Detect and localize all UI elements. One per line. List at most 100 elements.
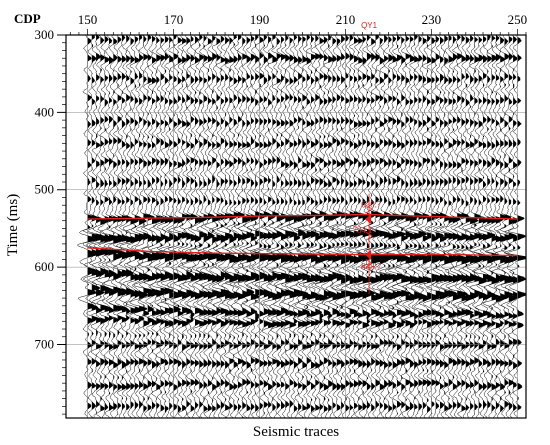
trace-fill [302, 35, 311, 418]
trace-wiggle [119, 35, 140, 418]
trace-wiggle [465, 35, 485, 418]
trace-wiggle [177, 35, 197, 418]
trace-wiggle [401, 35, 420, 418]
trace-wiggle [129, 35, 149, 418]
trace-fill [225, 35, 236, 418]
trace-wiggle [469, 35, 489, 418]
well-marker: QY1 630.7 734.1 848.7 [353, 21, 382, 295]
well-arrow [365, 214, 372, 225]
trace-wiggle [103, 35, 124, 418]
trace-wiggle [361, 35, 382, 418]
trace-wiggle [317, 35, 339, 418]
trace-fill [143, 35, 154, 418]
trace-wiggle [133, 35, 154, 418]
trace-fill [229, 35, 239, 418]
trace-fill [444, 35, 454, 418]
trace-wiggle [241, 35, 262, 418]
trace-fill [281, 35, 292, 418]
trace-fill [401, 35, 411, 418]
trace-wiggle [252, 35, 275, 418]
trace-wiggle [112, 35, 132, 418]
trace-wiggle [336, 35, 356, 418]
trace-wiggle [156, 35, 175, 418]
y-tick-label: 500 [35, 182, 55, 197]
trace-wiggle [194, 35, 214, 418]
horizon-line [87, 213, 518, 220]
trace-wiggle [271, 35, 292, 418]
trace-wiggle [197, 35, 219, 418]
y-tick-label: 300 [35, 27, 55, 42]
trace-wiggle [440, 35, 458, 418]
trace-fill [242, 35, 252, 418]
trace-wiggle [374, 35, 395, 418]
trace-wiggle [407, 35, 430, 418]
trace-fill [203, 35, 214, 418]
trace-wiggle [302, 35, 321, 418]
trace-wiggle [435, 35, 454, 418]
trace-wiggle [341, 35, 360, 418]
x-tick-label: 230 [422, 12, 442, 27]
trace-fill [216, 35, 227, 418]
trace-wiggle [431, 35, 450, 418]
trace-fill [336, 35, 347, 418]
trace-fill [470, 35, 481, 418]
trace-fill [414, 35, 426, 418]
trace-fill [504, 35, 516, 418]
trace-wiggle [77, 35, 98, 418]
trace-wiggle [482, 35, 502, 418]
trace-fill [199, 35, 210, 418]
trace-wiggle [494, 35, 516, 418]
y-tick-label: 600 [35, 259, 55, 274]
trace-fill [139, 35, 148, 418]
trace-fill [358, 35, 369, 418]
trace-wiggle [233, 35, 252, 418]
trace-wiggle [284, 35, 304, 418]
trace-fill [207, 35, 219, 418]
trace-fill [87, 35, 98, 418]
trace-fill [431, 35, 441, 418]
trace-wiggle [442, 35, 465, 418]
trace-wiggle [490, 35, 510, 418]
trace-fill [435, 35, 446, 418]
trace-wiggle [263, 35, 282, 418]
trace-wiggle [108, 35, 128, 418]
trace-wiggle [461, 35, 481, 418]
trace-fill [465, 35, 477, 418]
trace-wiggle [181, 35, 202, 418]
trace-wiggle [221, 35, 239, 418]
trace-wiggle [280, 35, 300, 418]
trace-wiggle [455, 35, 477, 418]
trace-fill [272, 35, 282, 418]
trace-wiggle [229, 35, 248, 418]
trace-wiggle [163, 35, 185, 418]
trace-wiggle [189, 35, 210, 418]
trace-wiggle [93, 35, 115, 418]
trace-fill [177, 35, 188, 418]
trace-fill [182, 35, 192, 418]
trace-wiggle [506, 35, 526, 418]
trace-wiggle [425, 35, 447, 418]
x-tick-label: 190 [250, 12, 270, 27]
trace-wiggle [413, 35, 433, 418]
trace-wiggle [423, 35, 441, 418]
trace-fill [474, 35, 484, 418]
well-arrow [365, 249, 372, 260]
trace-fill [293, 35, 303, 418]
trace-wiggle [386, 35, 409, 418]
x-tick-label: 150 [78, 12, 98, 27]
x-tick-label: 210 [336, 12, 356, 27]
well-name: QY1 [361, 21, 378, 30]
horizon-line [87, 247, 518, 257]
trace-fill [384, 35, 395, 418]
trace-fill [233, 35, 244, 418]
trace-wiggle [396, 35, 418, 418]
x-tick-label: 250 [508, 12, 528, 27]
trace-wiggle [309, 35, 331, 418]
trace-wiggle [202, 35, 223, 418]
trace-fill [323, 35, 335, 418]
trace-wiggle [383, 35, 404, 418]
trace-wiggle [344, 35, 364, 418]
trace-fill [134, 35, 145, 418]
trace-fill [461, 35, 471, 418]
